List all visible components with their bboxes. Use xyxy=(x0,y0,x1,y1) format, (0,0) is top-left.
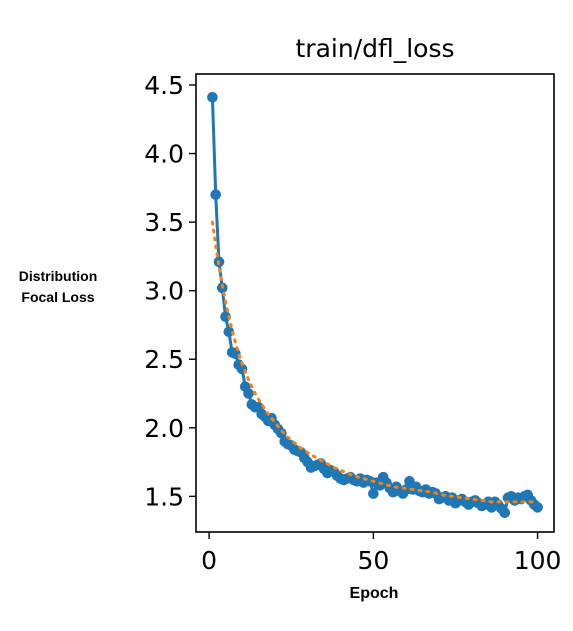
results-point-89 xyxy=(499,507,511,519)
results-point-11 xyxy=(243,388,254,399)
y-tick-label-4: 3.5 xyxy=(144,208,184,237)
y-axis-label-line-2: Focal Loss xyxy=(21,289,95,305)
y-tick-label-3: 3.0 xyxy=(144,277,184,306)
y-tick-label-1: 2.0 xyxy=(144,414,184,443)
results-point-49 xyxy=(368,488,379,499)
axis-ticks: 0 50 100 1.5 2.0 2.5 3.0 3.5 4.0 4.5 xyxy=(144,71,561,575)
smooth-line xyxy=(210,220,540,505)
y-tick-label-0: 1.5 xyxy=(144,482,184,511)
plot-frame xyxy=(195,73,555,533)
y-tick-label-5: 4.0 xyxy=(144,140,184,169)
results-point-99 xyxy=(532,502,543,513)
chart-title: train/dfl_loss xyxy=(295,34,454,63)
results-point-5 xyxy=(223,326,235,338)
results-point-1 xyxy=(210,189,222,200)
y-tick-label-6: 4.5 xyxy=(144,71,184,100)
x-tick-label-2: 100 xyxy=(514,546,562,575)
x-axis-label: Epoch xyxy=(349,585,399,602)
y-axis-label: Distribution Focal Loss xyxy=(0,266,116,308)
results-point-21 xyxy=(276,427,287,439)
series-layer xyxy=(207,92,543,519)
y-axis-label-line-1: Distribution xyxy=(18,268,98,284)
x-tick-label-1: 50 xyxy=(357,546,389,575)
x-tick-label-0: 0 xyxy=(201,546,217,575)
y-tick-label-2: 2.5 xyxy=(144,345,184,374)
results-point-0 xyxy=(207,92,218,103)
